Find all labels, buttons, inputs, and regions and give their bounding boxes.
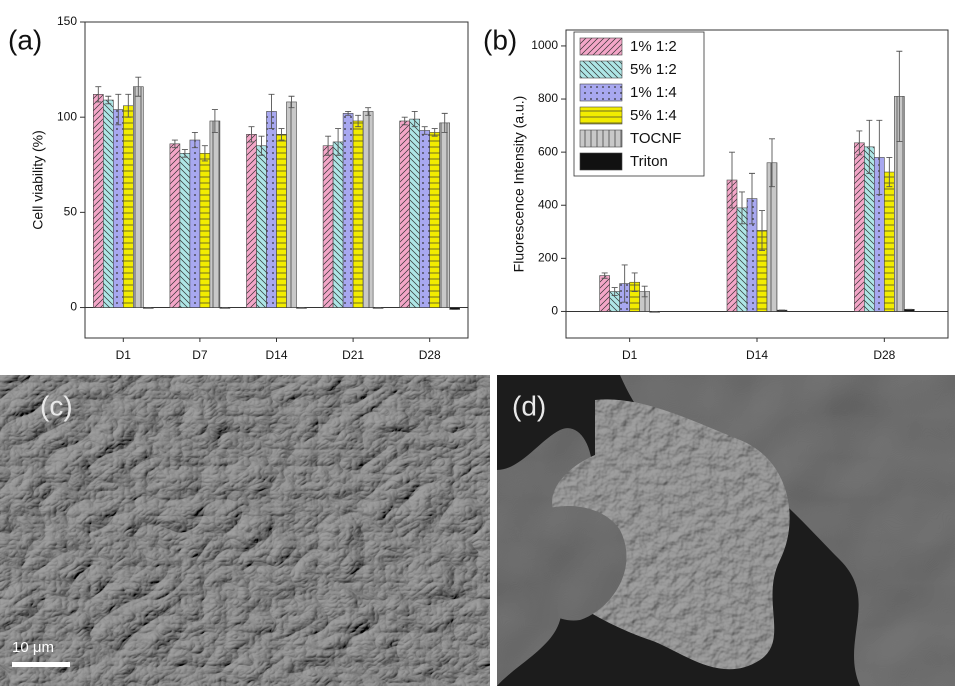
legend-swatch <box>580 107 622 124</box>
bar <box>247 134 257 307</box>
legend-label: Triton <box>630 153 668 170</box>
y-tick-label: 400 <box>538 197 558 211</box>
x-tick-label: D21 <box>342 348 364 362</box>
bar <box>400 121 410 308</box>
x-tick-label: D1 <box>622 348 638 362</box>
bar <box>420 131 430 308</box>
scale-bar-label: 10 μm <box>12 639 54 656</box>
scale-bar <box>12 662 70 667</box>
bar <box>353 121 363 308</box>
y-tick-label: 150 <box>57 14 77 28</box>
legend-label: 1% 1:4 <box>630 84 677 101</box>
x-tick-label: D1 <box>116 348 132 362</box>
bar <box>600 276 610 312</box>
y-tick-label: 200 <box>538 251 558 265</box>
y-axis-label: Fluorescence Intensity (a.u.) <box>511 96 527 273</box>
legend-swatch <box>580 130 622 147</box>
legend-label: 1% 1:2 <box>630 38 677 55</box>
bar <box>267 111 277 307</box>
y-tick-label: 800 <box>538 91 558 105</box>
y-tick-label: 50 <box>64 205 78 219</box>
x-tick-label: D14 <box>746 348 768 362</box>
bar <box>854 143 864 312</box>
panel-label: (b) <box>483 24 517 55</box>
bar <box>103 100 113 307</box>
sem-image-d: (d) <box>497 375 955 686</box>
bar-chart: (b) Fluorescence Intensity (a.u.) 0 200 400 6… <box>483 24 948 362</box>
legend-label: TOCNF <box>630 130 681 147</box>
panel-label: (a) <box>8 24 42 55</box>
y-tick-label: 100 <box>57 109 77 123</box>
y-axis-label: Cell viability (%) <box>30 130 46 230</box>
bar <box>210 121 220 308</box>
y-tick-label: 1000 <box>531 38 558 52</box>
panel-label: (c) <box>40 390 73 421</box>
panel-label: (d) <box>512 390 546 421</box>
x-tick-label: D14 <box>265 348 287 362</box>
legend-swatch <box>580 38 622 55</box>
bar <box>123 106 133 308</box>
bar <box>200 153 210 307</box>
bar <box>430 132 440 307</box>
y-tick-label: 0 <box>70 300 77 314</box>
bar <box>440 123 450 308</box>
bar <box>133 87 143 308</box>
x-tick-label: D7 <box>192 348 208 362</box>
bar <box>190 140 200 308</box>
sem-shade <box>0 375 490 686</box>
bar <box>363 111 373 307</box>
bar <box>287 102 297 308</box>
legend-label: 5% 1:4 <box>630 107 677 124</box>
bar-chart: (a) Cell viability (%) 0 50 100 150 D1 D7 D14 D21… <box>8 14 468 362</box>
x-tick-label: D28 <box>873 348 895 362</box>
bar <box>333 142 343 308</box>
bar <box>884 172 894 311</box>
bar <box>93 94 103 307</box>
x-tick-label: D28 <box>419 348 441 362</box>
legend-swatch <box>580 61 622 78</box>
y-tick-label: 600 <box>538 144 558 158</box>
bar <box>257 146 267 308</box>
legend-swatch <box>580 153 622 170</box>
bar <box>410 119 420 307</box>
sem-image-c: (c) 10 μm <box>0 375 490 686</box>
legend: 1% 1:2 5% 1:2 1% 1:4 5% 1:4 TOCNF Triton <box>574 32 704 176</box>
bar <box>170 144 180 308</box>
bar <box>180 153 190 307</box>
bar <box>113 110 123 308</box>
legend-label: 5% 1:2 <box>630 61 677 78</box>
y-tick-label: 0 <box>551 304 558 318</box>
figure: (c) 10 μm (d) (a) Cell viability (%) 0 50 10… <box>0 0 955 686</box>
legend-swatch <box>580 84 622 101</box>
bar <box>343 113 353 307</box>
bar <box>323 146 333 308</box>
bar <box>277 134 287 307</box>
